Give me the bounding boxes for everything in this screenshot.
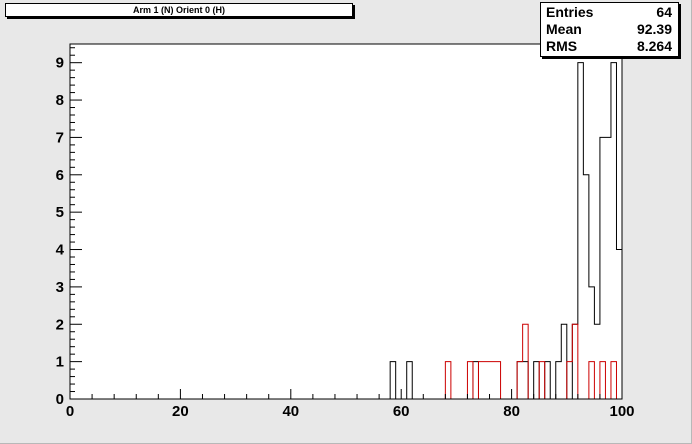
y-tick-label: 5	[56, 204, 64, 221]
y-tick-label: 8	[56, 92, 64, 109]
stat-row-entries: Entries 64	[546, 4, 672, 21]
x-tick-label: 80	[503, 403, 520, 420]
x-tick-label: 0	[66, 403, 74, 420]
title-box: Arm 1 (N) Orient 0 (H)	[5, 3, 353, 17]
x-tick-label: 40	[282, 403, 299, 420]
stat-value-entries: 64	[656, 4, 672, 20]
y-tick-label: 3	[56, 279, 64, 296]
chart-title: Arm 1 (N) Orient 0 (H)	[132, 5, 225, 15]
y-tick-label: 9	[56, 55, 64, 72]
x-tick-label: 60	[393, 403, 410, 420]
x-tick-label: 20	[172, 403, 189, 420]
axes-layer: 0 20 40 60 80 100 0 1 2 3 4 5 6 7 8 9	[56, 44, 635, 420]
stat-value-mean: 92.39	[636, 21, 672, 37]
x-tick-label: 100	[609, 403, 634, 420]
stat-label-entries: Entries	[546, 4, 594, 20]
stats-box: Entries 64 Mean 92.39 RMS 8.264	[540, 2, 679, 57]
stat-label-mean: Mean	[546, 21, 582, 37]
stat-value-rms: 8.264	[636, 38, 672, 54]
stat-label-rms: RMS	[546, 38, 578, 54]
stat-row-rms: RMS 8.264	[546, 38, 672, 55]
y-tick-label: 0	[56, 391, 64, 408]
plot-frame	[69, 43, 623, 400]
y-tick-label: 7	[56, 129, 64, 146]
y-tick-label: 2	[56, 316, 64, 333]
y-tick-label: 1	[56, 354, 64, 371]
stat-row-mean: Mean 92.39	[546, 21, 672, 38]
y-tick-label: 4	[56, 242, 65, 259]
y-tick-label: 6	[56, 167, 64, 184]
